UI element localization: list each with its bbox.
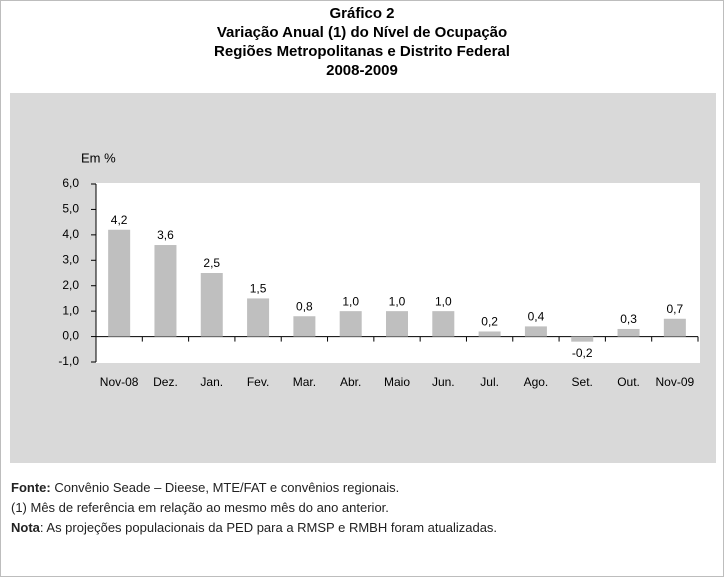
data-label: 1,0 — [435, 294, 452, 308]
y-tick-label: 1,0 — [62, 303, 79, 317]
source: Fonte: Convênio Seade – Dieese, MTE/FAT … — [11, 480, 399, 495]
y-tick-label: 0,0 — [62, 329, 79, 343]
x-tick-label: Nov-09 — [656, 375, 695, 389]
footnote: (1) Mês de referência em relação ao mesm… — [11, 500, 389, 515]
x-tick-label: Dez. — [153, 375, 178, 389]
y-axis-label: Em % — [81, 150, 116, 165]
x-tick-label: Set. — [572, 375, 593, 389]
data-label: 2,5 — [203, 256, 220, 270]
data-label: 0,4 — [528, 310, 545, 324]
bar — [108, 229, 131, 337]
y-tick-label: 4,0 — [62, 227, 79, 241]
chart-subtitle: 2008-2009 — [326, 62, 398, 79]
x-tick-label: Out. — [617, 375, 640, 389]
data-label: 1,0 — [342, 294, 359, 308]
bar — [571, 336, 594, 342]
x-tick-label: Jan. — [200, 375, 223, 389]
y-tick-label: 2,0 — [62, 278, 79, 292]
x-tick-label: Maio — [384, 375, 410, 389]
x-tick-label: Fev. — [247, 375, 269, 389]
data-label: 0,8 — [296, 299, 313, 313]
x-tick-label: Jun. — [432, 375, 455, 389]
bar — [339, 311, 362, 337]
data-label: 3,6 — [157, 228, 174, 242]
note: Nota: As projeções populacionais da PED … — [11, 520, 497, 535]
bar — [478, 331, 501, 337]
x-tick-label: Mar. — [293, 375, 316, 389]
y-tick-label: 5,0 — [62, 202, 79, 216]
chart-title: Gráfico 2 — [329, 5, 394, 22]
bar — [617, 328, 640, 337]
data-label: -0,2 — [572, 346, 593, 360]
note-text: : As projeções populacionais da PED para… — [39, 520, 498, 535]
note-label: Nota — [11, 520, 40, 535]
x-tick-label: Nov-08 — [100, 375, 139, 389]
bar — [432, 311, 455, 337]
source-label: Fonte: — [11, 480, 51, 495]
bar — [154, 245, 177, 337]
bar — [524, 326, 547, 337]
source-text: Convênio Seade – Dieese, MTE/FAT e convê… — [50, 480, 400, 495]
data-label: 0,7 — [667, 302, 684, 316]
data-label: 1,0 — [389, 294, 406, 308]
bar — [200, 273, 223, 337]
bar — [663, 318, 686, 337]
x-tick-label: Jul. — [480, 375, 499, 389]
bar — [247, 298, 270, 337]
bar — [386, 311, 408, 337]
chart-subtitle: Regiões Metropolitanas e Distrito Federa… — [214, 43, 510, 60]
bar — [293, 316, 316, 337]
data-label: 0,3 — [620, 312, 637, 326]
data-label: 1,5 — [250, 282, 267, 296]
y-tick-label: 3,0 — [62, 252, 79, 266]
chart: Gráfico 2 Variação Anual (1) do Nível de… — [10, 5, 716, 463]
data-label: 4,2 — [111, 213, 128, 227]
y-tick-label: -1,0 — [58, 354, 79, 368]
x-tick-label: Abr. — [340, 375, 361, 389]
data-label: 0,2 — [481, 315, 498, 329]
x-tick-label: Ago. — [524, 375, 549, 389]
chart-subtitle: Variação Anual (1) do Nível de Ocupação — [217, 24, 507, 41]
y-tick-label: 6,0 — [62, 176, 79, 190]
